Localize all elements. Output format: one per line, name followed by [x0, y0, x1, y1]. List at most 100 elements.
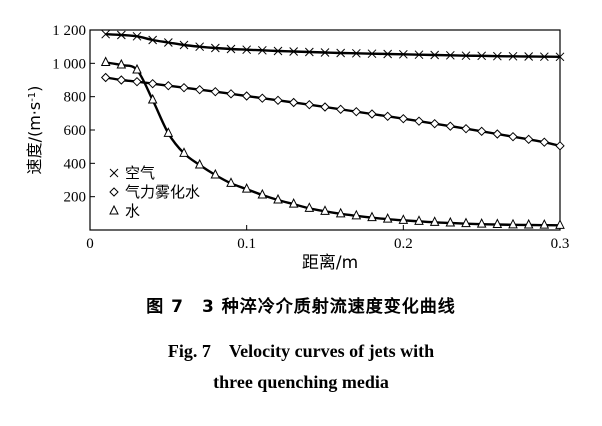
- data-point-x: [336, 48, 346, 58]
- data-point-triangle: [398, 214, 409, 224]
- data-point-x: [414, 50, 424, 60]
- x-tick-label: 0.3: [551, 236, 570, 252]
- x-axis-label: 距离/m: [302, 253, 358, 273]
- data-point-x: [242, 45, 252, 55]
- data-point-diamond: [367, 109, 377, 119]
- data-point-triangle: [320, 205, 330, 215]
- data-point-x: [555, 52, 565, 62]
- data-point-diamond: [492, 129, 503, 139]
- data-point-x: [430, 50, 440, 60]
- data-point-triangle: [492, 218, 503, 228]
- data-point-triangle: [257, 188, 268, 199]
- data-point-diamond: [461, 123, 471, 134]
- data-point-diamond: [476, 126, 487, 137]
- y-tick-label: 200: [64, 190, 87, 206]
- data-point-x: [477, 51, 487, 61]
- data-point-diamond: [445, 121, 456, 131]
- series-triangle: [100, 56, 565, 229]
- data-point-triangle: [273, 193, 283, 204]
- data-point-x: [273, 46, 283, 56]
- data-point-triangle: [241, 183, 252, 193]
- data-point-diamond: [179, 82, 189, 93]
- data-point-diamond: [116, 75, 127, 85]
- data-point-diamond: [257, 93, 268, 103]
- legend-marker-triangle: [109, 204, 119, 215]
- data-point-x: [210, 43, 220, 53]
- series-diamond: [100, 72, 565, 151]
- data-point-x: [195, 42, 205, 52]
- data-point-x: [492, 51, 502, 61]
- data-point-triangle: [382, 213, 393, 223]
- data-point-triangle: [461, 217, 471, 228]
- data-point-x: [226, 44, 236, 54]
- data-point-diamond: [398, 113, 409, 124]
- legend-marker-x: [109, 168, 119, 178]
- data-point-x: [257, 45, 267, 55]
- data-point-diamond: [304, 99, 315, 110]
- series-line-diamond: [105, 76, 561, 148]
- data-point-diamond: [194, 84, 205, 95]
- data-point-diamond: [414, 116, 424, 126]
- data-point-triangle: [335, 207, 346, 218]
- data-point-diamond: [100, 72, 111, 83]
- data-point-triangle: [445, 216, 456, 227]
- data-point-triangle: [351, 209, 362, 220]
- data-point-triangle: [132, 63, 142, 74]
- data-point-x: [101, 29, 111, 39]
- figure-caption-english-line1: Fig. 7 Velocity curves of jets with: [167, 341, 435, 361]
- y-tick-label: 800: [64, 90, 87, 106]
- data-point-triangle: [194, 158, 205, 169]
- data-point-triangle: [147, 93, 158, 104]
- x-tick-label: 0.2: [394, 236, 413, 252]
- data-point-triangle: [163, 127, 174, 137]
- data-point-triangle: [476, 218, 487, 228]
- data-point-triangle: [304, 202, 315, 212]
- data-point-triangle: [539, 219, 550, 229]
- y-tick-label: 400: [64, 156, 87, 172]
- data-point-diamond: [382, 111, 393, 122]
- data-point-x: [367, 49, 377, 59]
- data-point-diamond: [523, 134, 534, 145]
- data-point-x: [116, 30, 126, 40]
- data-point-triangle: [179, 147, 189, 157]
- velocity-chart: 0 0.1 0.2 0.3 200 400 600 800 1 000 1 200 空气气力雾化水…: [25, 23, 570, 273]
- data-point-diamond: [273, 95, 283, 106]
- data-point-x: [179, 40, 189, 50]
- figure-caption-chinese: 图 7 3 种淬冷介质射流速度变化曲线: [146, 297, 456, 317]
- legend-marker-diamond: [109, 187, 119, 197]
- data-point-diamond: [132, 76, 142, 87]
- data-point-diamond: [147, 78, 158, 89]
- x-tick-label: 0: [86, 236, 94, 252]
- data-point-x: [289, 47, 299, 56]
- y-tick-label: 1 000: [52, 56, 86, 72]
- series-line-x: [105, 32, 561, 59]
- data-point-x: [163, 38, 173, 47]
- data-point-x: [132, 31, 142, 41]
- legend-label: 水: [125, 202, 140, 220]
- data-point-triangle: [523, 218, 534, 229]
- data-point-x: [524, 52, 534, 61]
- y-tick-label: 1 200: [52, 23, 86, 39]
- data-point-x: [320, 48, 330, 57]
- data-point-triangle: [508, 218, 518, 229]
- data-point-triangle: [226, 177, 236, 187]
- x-tick-label: 0.1: [237, 236, 256, 252]
- data-point-diamond: [226, 89, 236, 99]
- data-point-x: [304, 47, 314, 57]
- series-x: [101, 29, 565, 62]
- data-point-x: [383, 49, 393, 59]
- data-point-triangle: [555, 219, 565, 229]
- data-point-diamond: [555, 141, 565, 151]
- data-point-triangle: [429, 216, 440, 226]
- data-point-x: [445, 50, 455, 60]
- y-axis-label: 速度/(m·s-1): [25, 86, 44, 175]
- data-point-x: [508, 51, 518, 61]
- data-point-diamond: [429, 118, 440, 129]
- data-point-x: [398, 49, 408, 59]
- data-point-diamond: [320, 102, 330, 112]
- data-point-x: [148, 35, 158, 45]
- data-point-triangle: [210, 168, 221, 179]
- data-point-x: [539, 52, 549, 62]
- y-tick-label: 600: [64, 123, 87, 139]
